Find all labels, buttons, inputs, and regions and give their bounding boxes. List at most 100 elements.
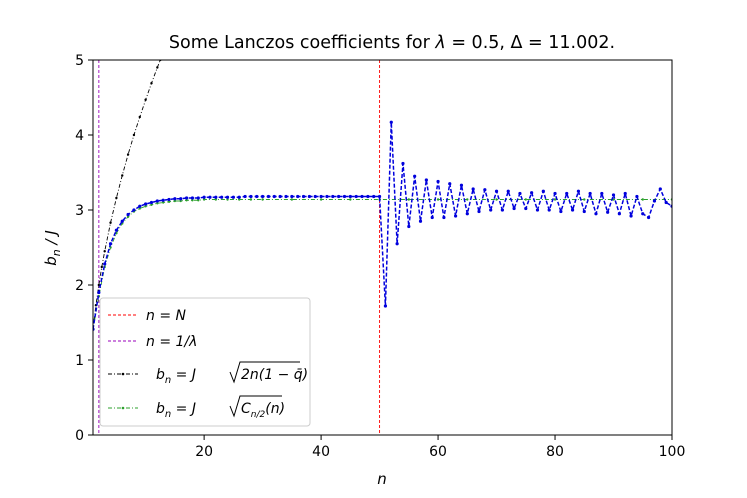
series-line-2 [93, 121, 672, 330]
series-2-point [459, 183, 464, 187]
series-1-point [167, 200, 171, 203]
series-2-point [249, 194, 253, 199]
series-2-point [418, 219, 423, 223]
series-2-point [237, 195, 241, 199]
series-2-point [582, 209, 586, 214]
series-1-point [261, 198, 264, 201]
series-1-point [407, 198, 411, 201]
series-2-point [325, 194, 329, 199]
series-0-point [103, 250, 106, 253]
x-tick-label: 80 [546, 444, 564, 460]
series-2-point [401, 161, 405, 166]
series-2-point [97, 290, 101, 295]
series-2-point [103, 262, 107, 266]
y-tick-label: 4 [75, 128, 84, 144]
series-2-point [594, 212, 598, 216]
series-2-point [377, 194, 382, 199]
y-label-b: b [42, 256, 60, 266]
y-tick-label: 5 [75, 53, 84, 69]
series-1-point [641, 198, 644, 201]
series-0-point [132, 133, 136, 137]
series-2-point [173, 197, 177, 201]
y-label-rest: / J [42, 230, 60, 249]
series-2-point [448, 182, 452, 186]
series-1-point [553, 198, 557, 201]
series-2-point [395, 242, 399, 246]
series-2-point [658, 187, 662, 191]
x-tick-label: 100 [659, 444, 686, 460]
series-1-point [249, 198, 253, 201]
series-1-point [185, 199, 188, 202]
legend-label-green: bn = J Cn/2(n) [156, 395, 285, 420]
series-2-point [647, 215, 651, 220]
x-tick-label: 20 [195, 444, 213, 460]
series-2-point [319, 194, 323, 199]
x-axis-label: n [377, 470, 387, 488]
series-1-point [202, 198, 206, 201]
series-2-point [296, 194, 300, 199]
series-2-point [641, 212, 645, 216]
series-2-point [214, 195, 218, 199]
series-2-point [208, 195, 212, 199]
series-2-point [535, 208, 540, 212]
series-1-point [191, 199, 194, 202]
y-tick-label: 0 [75, 428, 84, 444]
series-2-point [225, 195, 230, 199]
series-2-point [120, 219, 124, 223]
series-2-point [570, 208, 575, 212]
legend-label-lambda: n = 1/λ [146, 334, 197, 350]
series-2-point [261, 194, 265, 199]
series-2-point [635, 194, 639, 199]
series-2-point [547, 208, 551, 212]
plot-frame [92, 59, 673, 436]
series-1-point [150, 203, 153, 206]
series-1-point [179, 199, 182, 203]
series-1-point [144, 205, 147, 208]
series-2-point [530, 191, 534, 195]
series-1-point [319, 198, 323, 201]
series-0-point [100, 265, 103, 269]
series-0-point [115, 196, 118, 200]
series-1-point [238, 198, 241, 201]
series-2-point [342, 194, 347, 199]
series-1-point [290, 198, 294, 201]
series-2-point [126, 212, 130, 217]
y-tick-label: 1 [75, 353, 84, 369]
series-1-point [226, 198, 229, 201]
series-2-point [489, 208, 493, 212]
series-0-point [97, 283, 101, 287]
series-2-point [301, 194, 306, 199]
series-2-point [231, 195, 235, 199]
series-2-point [167, 197, 171, 202]
series-2-point [255, 194, 259, 199]
series-2-point [541, 189, 545, 193]
series-2-point [144, 202, 148, 206]
series-2-point [149, 200, 154, 205]
series-2-point [664, 200, 668, 205]
series-1-point [436, 198, 440, 201]
series-2-point [290, 194, 294, 199]
series-2-point [559, 209, 563, 214]
series-2-point [313, 194, 317, 199]
series-2-point [600, 191, 604, 196]
series-2-point [524, 206, 528, 211]
series-2-point [518, 191, 522, 196]
series-2-point [372, 194, 376, 199]
series-2-point [454, 214, 458, 218]
series-2-point [179, 197, 183, 201]
series-0-point [156, 66, 159, 69]
title-lambda: λ [434, 33, 445, 53]
series-0-point [138, 115, 141, 119]
series-1-point [161, 201, 165, 204]
series-2-point [623, 191, 627, 196]
series-2-point [588, 191, 592, 196]
series-2-point [471, 187, 475, 191]
legend-marker-black [121, 372, 125, 376]
y-axis-label: bn / J [42, 230, 63, 266]
series-2-point [389, 120, 393, 124]
series-1-point [583, 198, 586, 201]
series-0-point [150, 82, 153, 85]
series-2-point [430, 215, 434, 220]
series-2-point [413, 174, 417, 178]
legend-label-black: bn = J 2n(1 − q̄) [156, 361, 308, 386]
